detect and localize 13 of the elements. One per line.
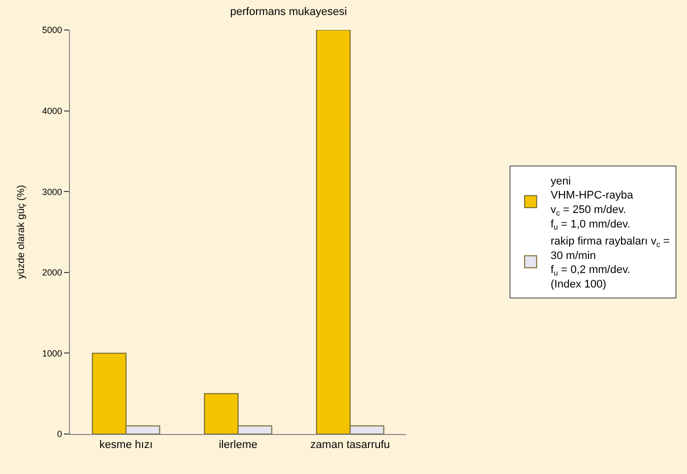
x-tick-label: ilerleme xyxy=(218,439,258,452)
x-tick-label: zaman tasarrufu xyxy=(310,439,390,452)
y-tick-label: 2000 xyxy=(42,268,62,278)
chart-title: performans mukayesesi xyxy=(230,6,347,18)
y-tick-label: 3000 xyxy=(42,186,62,197)
y-tick-label: 1000 xyxy=(42,348,62,358)
y-tick-label: 4000 xyxy=(42,106,62,116)
y-tick-label: 5000 xyxy=(42,25,62,36)
text: rakip firma raybaları v$_{c}$ = 30 m/min f$_{u}$ = 0,2 mm/dev. (Index 100) xyxy=(550,236,670,291)
y-tick-label: 0 xyxy=(57,429,62,440)
y-axis-title: yüzde olarak güç (%) xyxy=(16,185,28,279)
x-tick-label: kesme hızı xyxy=(99,439,153,452)
legend-label: yeni VHM-HPC-rayba v$_{c}$ = 250 m/dev. f$_{u}$ = 1,0 mm/dev. xyxy=(550,175,634,232)
